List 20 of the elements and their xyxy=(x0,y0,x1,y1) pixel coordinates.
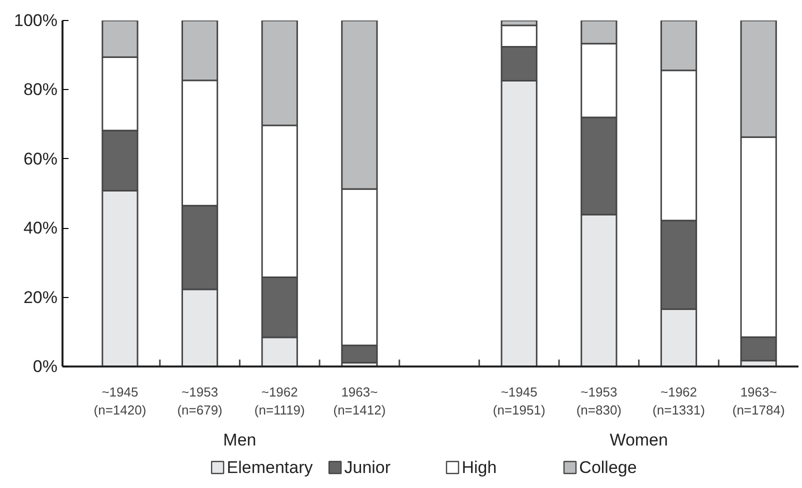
legend-label: College xyxy=(579,458,637,477)
text: Women xyxy=(610,430,668,450)
y-tick-label: 60% xyxy=(23,149,58,168)
y-tick-label: 0% xyxy=(32,357,58,376)
x-tick-label: ~1953 (n=679) xyxy=(177,384,222,418)
y-tick-label: 80% xyxy=(23,80,58,100)
x-tick-label: ~1953 (n=830) xyxy=(576,384,622,418)
legend-label: High xyxy=(462,458,497,477)
x-tick-label: ~1945 (n=1420) xyxy=(94,384,146,418)
y-tick-label: 40% xyxy=(23,218,58,238)
y-tick-label: 20% xyxy=(23,288,58,307)
x-tick-label: 1963~ (n=1412) xyxy=(333,384,386,418)
text: Men xyxy=(223,430,256,450)
legend-label: Elementary xyxy=(226,458,314,477)
legend-label: Junior xyxy=(344,458,391,477)
x-tick-label: ~1962 (n=1119) xyxy=(254,384,305,418)
x-tick-label: 1963~ (n=1784) xyxy=(732,384,785,418)
y-tick-label: 100% xyxy=(14,11,58,30)
x-tick-label: ~1945 (n=1951) xyxy=(492,384,546,418)
x-tick-label: ~1962 (n=1331) xyxy=(652,384,705,418)
